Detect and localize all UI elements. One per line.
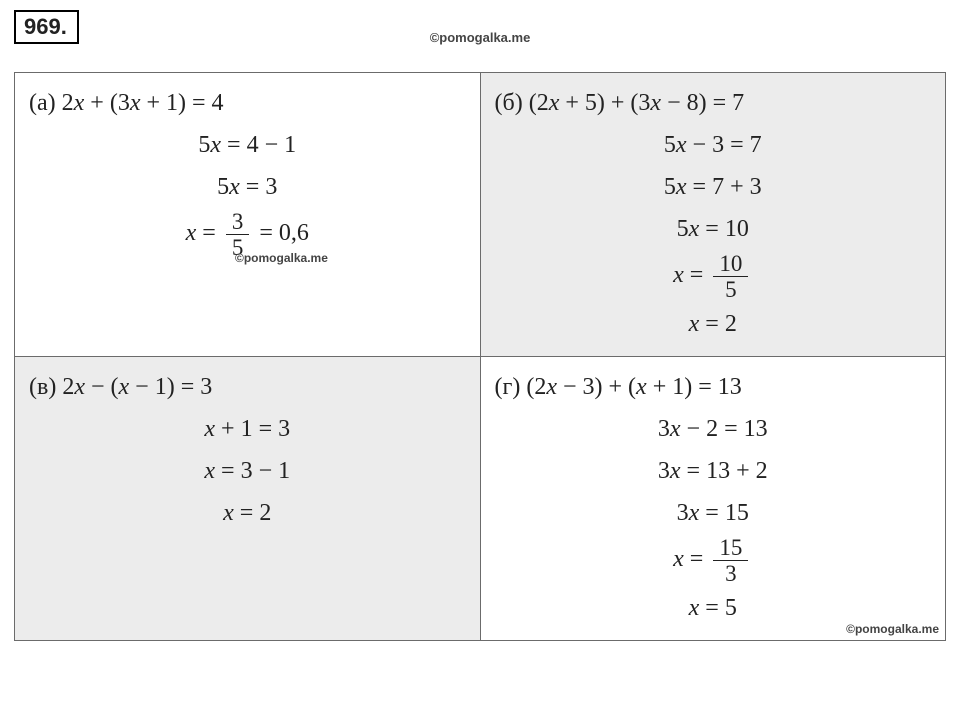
cell-d-line-5: x = 15 3: [495, 535, 932, 586]
cell-b-line-3: 5x = 7 + 3: [495, 167, 932, 207]
cell-c-line-3: x = 3 − 1: [29, 451, 466, 491]
watermark-top: ©pomogalka.me: [430, 30, 531, 45]
cell-b-label: (б): [495, 90, 523, 117]
cell-a-line-3: 5x = 3: [29, 167, 466, 207]
cell-a-label: (а): [29, 90, 56, 117]
cell-a-line-2: 5x = 4 − 1: [29, 125, 466, 165]
cell-c-line-4: x = 2: [29, 493, 466, 533]
cell-c: (в) 2x − (x − 1) = 3 x + 1 = 3 x = 3 − 1…: [15, 357, 481, 641]
cell-b-line-1: (б) (2x + 5) + (3x − 8) = 7: [495, 83, 932, 123]
cell-b-line-4: 5x = 10: [495, 209, 932, 249]
cell-b: (б) (2x + 5) + (3x − 8) = 7 5x − 3 = 7 5…: [480, 73, 946, 357]
solutions-table: (а) 2x + (3x + 1) = 4 5x = 4 − 1 5x = 3 …: [14, 72, 946, 641]
cell-d-label: (г): [495, 374, 521, 401]
cell-a: (а) 2x + (3x + 1) = 4 5x = 4 − 1 5x = 3 …: [15, 73, 481, 357]
cell-c-line-2: x + 1 = 3: [29, 409, 466, 449]
cell-b-line-5: x = 10 5: [495, 251, 932, 302]
cell-d-line-2: 3x − 2 = 13: [495, 409, 932, 449]
cell-b-fraction: 10 5: [713, 251, 748, 302]
cell-d: (г) (2x − 3) + (x + 1) = 13 3x − 2 = 13 …: [480, 357, 946, 641]
watermark-cell-a: ©pomogalka.me: [235, 251, 328, 265]
cell-d-line-4: 3x = 15: [495, 493, 932, 533]
watermark-cell-d: ©pomogalka.me: [846, 622, 939, 636]
cell-c-label: (в): [29, 374, 56, 401]
cell-d-line-1: (г) (2x − 3) + (x + 1) = 13: [495, 367, 932, 407]
problem-number: 969.: [14, 10, 79, 44]
cell-d-fraction: 15 3: [713, 535, 748, 586]
cell-d-line-3: 3x = 13 + 2: [495, 451, 932, 491]
cell-b-line-6: x = 2: [495, 304, 932, 344]
cell-c-line-1: (в) 2x − (x − 1) = 3: [29, 367, 466, 407]
cell-b-line-2: 5x − 3 = 7: [495, 125, 932, 165]
cell-a-line-1: (а) 2x + (3x + 1) = 4: [29, 83, 466, 123]
